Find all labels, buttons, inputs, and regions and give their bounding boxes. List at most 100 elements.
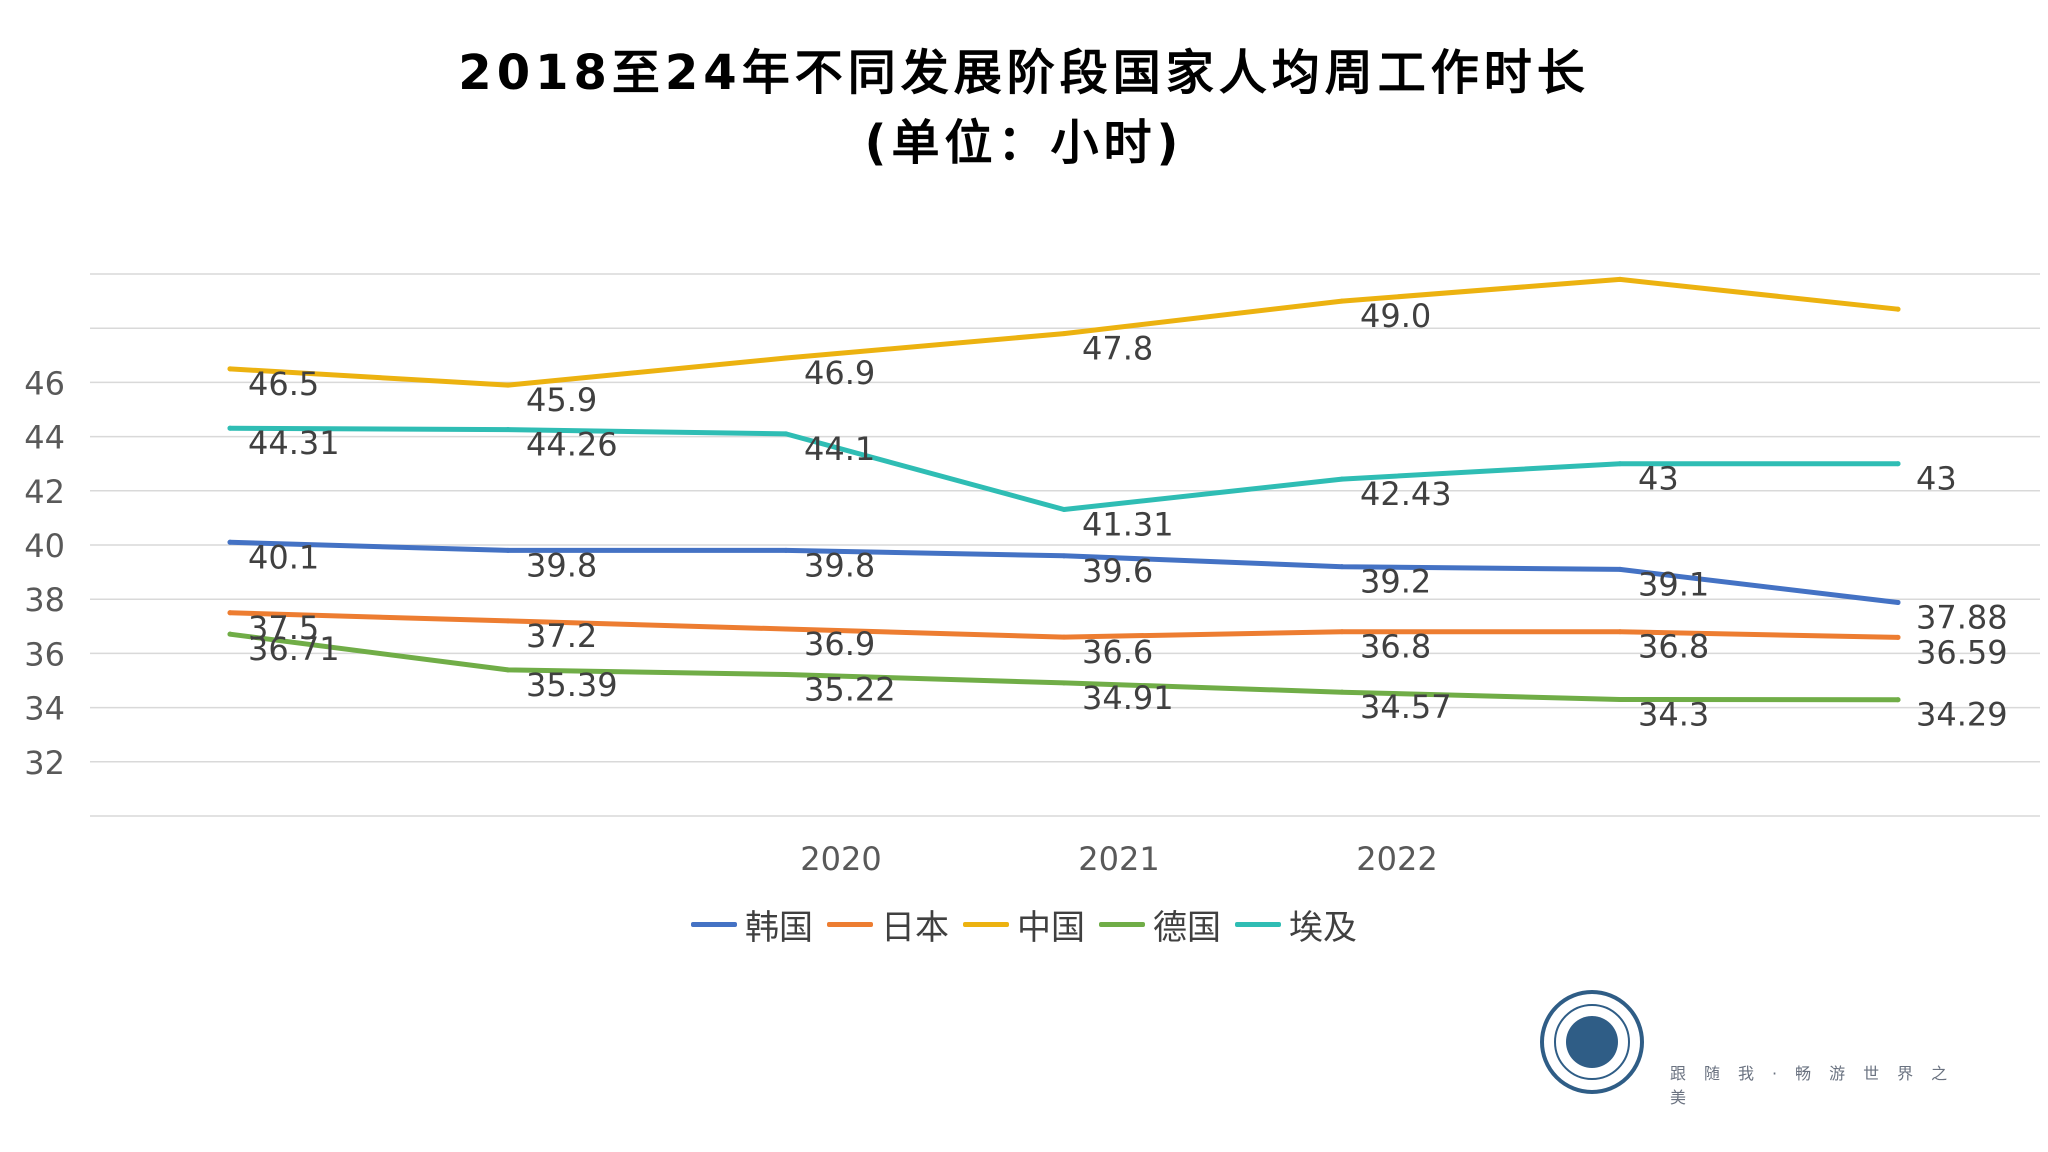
y-tick-label: 32 bbox=[24, 744, 65, 782]
data-point bbox=[1617, 461, 1623, 467]
data-point bbox=[1339, 476, 1345, 482]
y-tick-label: 44 bbox=[24, 419, 65, 457]
data-point bbox=[1895, 697, 1901, 703]
data-point bbox=[1061, 680, 1067, 686]
y-tick-label: 34 bbox=[24, 690, 65, 728]
data-label: 39.1 bbox=[1638, 565, 1709, 603]
grid-lines bbox=[90, 273, 2040, 817]
data-point bbox=[783, 672, 789, 678]
compass-logo-icon bbox=[1540, 990, 1644, 1094]
data-label: 34.29 bbox=[1916, 696, 2008, 734]
logo-text: 跟随我·畅游世界之美 bbox=[1670, 1064, 1966, 1107]
data-point bbox=[505, 547, 511, 553]
data-point bbox=[1617, 696, 1623, 702]
data-point bbox=[1895, 634, 1901, 640]
data-point bbox=[227, 366, 233, 372]
legend-swatch bbox=[827, 922, 873, 927]
x-tick-label: 2021 bbox=[1078, 840, 1159, 878]
data-label: 49.0 bbox=[1360, 297, 1431, 335]
legend-swatch bbox=[963, 922, 1009, 927]
x-tick-label: 2022 bbox=[1356, 840, 1437, 878]
data-point bbox=[1895, 599, 1901, 605]
legend-item: 中国 bbox=[963, 900, 1085, 949]
data-label: 46.5 bbox=[248, 365, 319, 403]
data-label: 36.59 bbox=[1916, 633, 2008, 671]
legend-swatch bbox=[1099, 922, 1145, 927]
data-label: 39.6 bbox=[1082, 552, 1153, 590]
data-label: 40.1 bbox=[248, 538, 319, 576]
data-label: 36.6 bbox=[1082, 633, 1153, 671]
data-label: 35.22 bbox=[804, 671, 896, 709]
y-tick-label: 38 bbox=[24, 581, 65, 619]
data-point bbox=[505, 382, 511, 388]
data-label: 36.8 bbox=[1360, 628, 1431, 666]
data-label: 35.39 bbox=[526, 666, 618, 704]
data-point bbox=[1339, 689, 1345, 695]
data-point bbox=[1061, 506, 1067, 512]
data-label: 41.31 bbox=[1082, 505, 1174, 543]
data-point bbox=[1339, 564, 1345, 570]
data-point bbox=[783, 547, 789, 553]
data-label: 37.88 bbox=[1916, 598, 2008, 636]
data-point bbox=[1895, 306, 1901, 312]
data-label: 47.8 bbox=[1082, 330, 1153, 368]
chart-title-line1: 2018至24年不同发展阶段国家人均周工作时长 bbox=[458, 45, 1590, 101]
legend: 韩国 日本 中国 德国 埃及 bbox=[0, 900, 2048, 949]
data-point bbox=[1339, 629, 1345, 635]
data-point bbox=[783, 355, 789, 361]
legend-swatch bbox=[1235, 922, 1281, 927]
x-axis-ticks: 2020 2021 2022 bbox=[800, 840, 1437, 878]
data-label: 44.26 bbox=[526, 426, 618, 464]
legend-item: 韩国 bbox=[691, 900, 813, 949]
data-label: 39.8 bbox=[526, 546, 597, 584]
data-point bbox=[227, 610, 233, 616]
data-point bbox=[1061, 331, 1067, 337]
data-point bbox=[505, 427, 511, 433]
chart-title-line2: (单位：小时) bbox=[864, 115, 1184, 171]
data-label: 36.71 bbox=[248, 630, 340, 668]
data-label: 43 bbox=[1638, 460, 1679, 498]
data-label: 34.91 bbox=[1082, 679, 1174, 717]
data-point bbox=[1895, 461, 1901, 467]
data-label: 39.8 bbox=[804, 546, 875, 584]
data-label: 42.43 bbox=[1360, 475, 1452, 513]
data-label: 46.9 bbox=[804, 354, 875, 392]
y-tick-label: 42 bbox=[24, 473, 65, 511]
legend-item: 埃及 bbox=[1235, 900, 1357, 949]
data-point bbox=[505, 667, 511, 673]
legend-item: 德国 bbox=[1099, 900, 1221, 949]
data-point bbox=[1061, 634, 1067, 640]
y-tick-label: 40 bbox=[24, 527, 65, 565]
legend-label: 埃及 bbox=[1289, 908, 1357, 948]
data-point bbox=[227, 539, 233, 545]
data-labels: 40.1 39.8 39.8 39.6 39.2 39.1 37.88 37.5 37.2 36.… bbox=[248, 297, 2008, 734]
data-point bbox=[783, 431, 789, 437]
data-point bbox=[783, 626, 789, 632]
legend-label: 韩国 bbox=[745, 908, 813, 948]
y-tick-label: 46 bbox=[24, 364, 65, 402]
data-label: 36.8 bbox=[1638, 628, 1709, 666]
data-label: 43 bbox=[1916, 460, 1957, 498]
y-tick-label: 36 bbox=[24, 635, 65, 673]
x-tick-label: 2020 bbox=[800, 840, 881, 878]
brand-logo: 跟随我·畅游世界之美 bbox=[1540, 990, 1980, 1107]
data-point bbox=[505, 618, 511, 624]
data-label: 39.2 bbox=[1360, 563, 1431, 601]
data-point bbox=[1339, 298, 1345, 304]
legend-swatch bbox=[691, 922, 737, 927]
data-point bbox=[1617, 629, 1623, 635]
data-label: 44.1 bbox=[804, 430, 875, 468]
data-point bbox=[227, 631, 233, 637]
legend-label: 日本 bbox=[881, 908, 949, 948]
data-label: 37.2 bbox=[526, 617, 597, 655]
legend-item: 日本 bbox=[827, 900, 949, 949]
data-label: 37.5 bbox=[248, 609, 319, 647]
chart-title: 2018至24年不同发展阶段国家人均周工作时长 (单位：小时) bbox=[0, 38, 2048, 178]
data-point bbox=[1061, 553, 1067, 559]
data-label: 36.9 bbox=[804, 625, 875, 663]
series-lines bbox=[227, 276, 1901, 703]
data-point bbox=[1617, 276, 1623, 282]
y-axis-ticks: 32 34 36 38 40 42 44 46 bbox=[24, 364, 65, 781]
data-point bbox=[1617, 566, 1623, 572]
